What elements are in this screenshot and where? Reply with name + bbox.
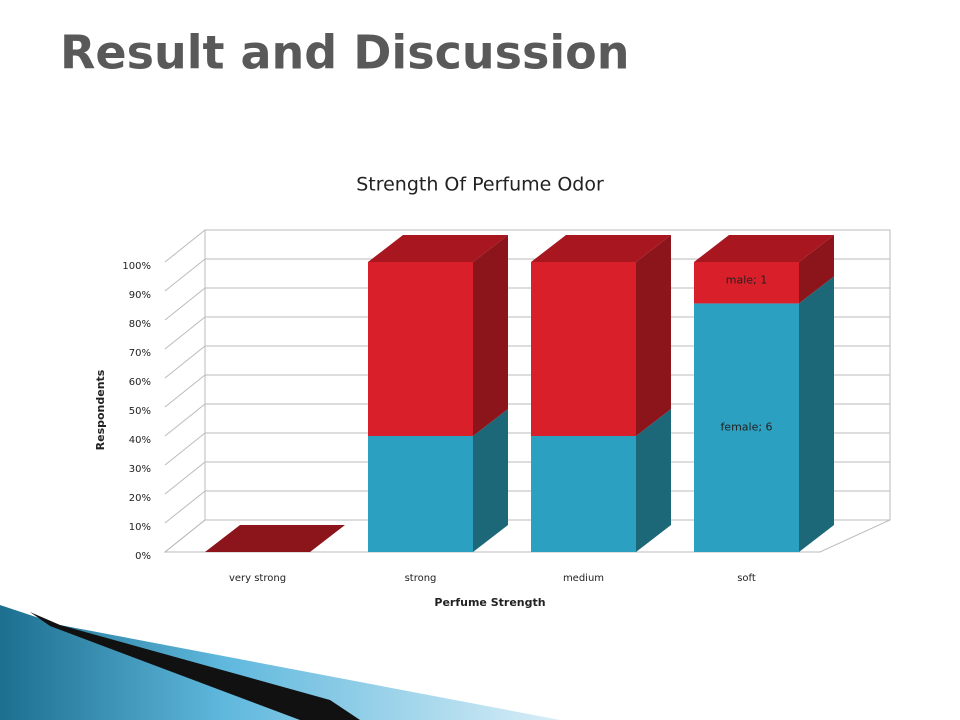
y-tick-label: 90%	[129, 290, 151, 301]
y-tick-label: 100%	[122, 261, 151, 272]
y-axis-label: Respondents	[94, 369, 107, 450]
bar-segment	[694, 303, 799, 552]
bar-top	[531, 235, 671, 262]
y-tick-label: 40%	[129, 435, 151, 446]
x-tick-label: strong	[405, 573, 437, 584]
data-label: male; 1	[726, 274, 767, 287]
y-tick-label: 30%	[129, 464, 151, 475]
y-tick-label: 0%	[135, 551, 151, 562]
bar-side	[473, 235, 508, 436]
grid-line	[164, 229, 890, 263]
bar-segment	[531, 436, 636, 552]
data-label: female; 6	[720, 421, 772, 434]
bar-side	[636, 235, 671, 436]
bar-top	[694, 235, 834, 262]
bar-top	[205, 525, 345, 552]
y-tick-label: 10%	[129, 522, 151, 533]
decor-stroke	[30, 612, 360, 720]
bar-segment	[531, 262, 636, 436]
slide-title: Result and Discussion	[60, 26, 629, 80]
y-tick-label: 70%	[129, 348, 151, 359]
x-tick-label: soft	[737, 573, 756, 584]
bar-segment	[368, 436, 473, 552]
y-tick-label: 50%	[129, 406, 151, 417]
y-tick-label: 60%	[129, 377, 151, 388]
bar-segment	[368, 262, 473, 436]
x-axis-label: Perfume Strength	[434, 596, 545, 609]
bar-top	[368, 235, 508, 262]
bar-segment	[694, 262, 799, 304]
plot: 0% 10% 20% 30% 40% 50% 60% 70% 80% 90% 100% very st…	[122, 229, 891, 584]
y-tick-label: 80%	[129, 319, 151, 330]
bar-side	[473, 409, 508, 552]
chart-title: Strength Of Perfume Odor	[356, 174, 604, 196]
decor-swoosh	[0, 605, 560, 720]
bar-side	[636, 409, 671, 552]
bar-side	[799, 276, 834, 552]
y-tick-label: 20%	[129, 493, 151, 504]
x-tick-label: medium	[563, 573, 604, 584]
bar-side	[799, 235, 834, 304]
x-tick-label: very strong	[229, 573, 286, 584]
